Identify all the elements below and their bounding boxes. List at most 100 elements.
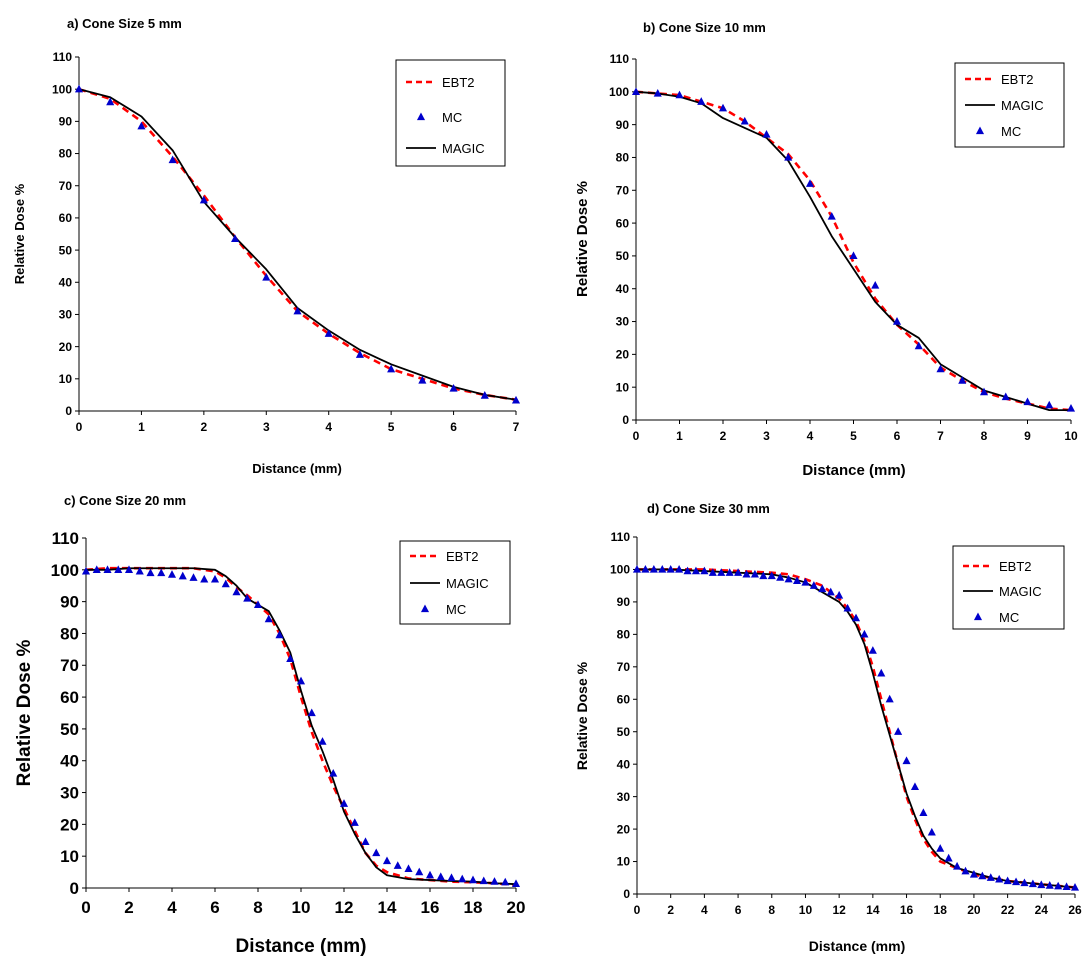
x-tick-label: 0 xyxy=(81,898,90,917)
y-tick-label: 20 xyxy=(59,340,73,354)
mc-data-point xyxy=(978,871,987,880)
y-tick-label: 40 xyxy=(59,275,73,289)
y-tick-label: 30 xyxy=(60,783,79,802)
x-tick-label: 5 xyxy=(850,429,857,443)
mc-data-point xyxy=(307,708,316,717)
chart-legend: EBT2 MAGIC MC xyxy=(399,540,511,625)
mc-data-point xyxy=(740,116,749,125)
mc-data-point xyxy=(275,630,284,639)
mc-data-point xyxy=(632,564,642,573)
x-tick-label: 6 xyxy=(450,420,457,434)
legend-label: MAGIC xyxy=(442,141,485,156)
mc-data-point xyxy=(436,872,445,881)
x-tick-label: 3 xyxy=(263,420,270,434)
mc-data-point xyxy=(658,564,667,573)
y-tick-label: 80 xyxy=(616,151,630,165)
mc-data-point xyxy=(631,87,641,95)
y-tick-label: 60 xyxy=(616,216,630,230)
mc-data-point xyxy=(1023,397,1032,406)
mc-data-point xyxy=(919,808,928,817)
mc-data-point xyxy=(415,867,424,876)
mc-data-point xyxy=(221,579,230,588)
mc-data-point xyxy=(114,565,123,573)
mc-data-point xyxy=(135,566,144,575)
y-tick-label: 100 xyxy=(51,561,79,580)
mc-data-point xyxy=(418,375,427,384)
x-tick-label: 10 xyxy=(292,898,311,917)
mc-data-point xyxy=(293,306,302,315)
legend-label: MC xyxy=(1001,124,1021,139)
mc-data-point xyxy=(361,837,370,846)
mc-data-point xyxy=(759,571,768,580)
y-tick-label: 50 xyxy=(60,720,79,739)
mc-data-point xyxy=(243,593,252,602)
mc-data-point xyxy=(157,568,166,577)
mc-data-point xyxy=(200,574,209,583)
mc-data-point xyxy=(666,564,675,573)
mc-data-point xyxy=(892,317,902,325)
x-tick-label: 8 xyxy=(981,429,988,443)
mc-data-point xyxy=(253,600,263,608)
y-tick-label: 20 xyxy=(60,815,79,834)
x-tick-label: 4 xyxy=(807,429,814,443)
x-tick-label: 4 xyxy=(701,903,708,917)
chart-panel-3: c) Cone Size 20 mm0102030405060708090100… xyxy=(14,493,525,956)
x-axis-label: Distance (mm) xyxy=(802,462,905,479)
x-tick-label: 10 xyxy=(799,903,813,917)
mc-data-point xyxy=(944,853,953,862)
mc-data-point xyxy=(1028,879,1037,888)
mc-data-point xyxy=(877,668,886,677)
mc-data-point xyxy=(339,799,349,807)
mc-data-point xyxy=(1045,400,1054,409)
legend-label: MC xyxy=(442,110,462,125)
chart-legend: EBT2 MAGIC MC xyxy=(952,545,1065,630)
mc-data-point xyxy=(425,870,435,879)
x-tick-label: 12 xyxy=(832,903,846,917)
mc-data-point xyxy=(750,569,759,578)
legend-marker-mc xyxy=(416,112,426,121)
mc-data-point xyxy=(511,395,521,404)
mc-data-point xyxy=(447,873,456,881)
mc-data-point xyxy=(480,391,489,399)
x-tick-label: 14 xyxy=(378,898,397,917)
y-tick-label: 50 xyxy=(617,725,631,739)
y-tick-label: 0 xyxy=(622,413,629,427)
x-tick-label: 1 xyxy=(138,420,145,434)
mc-data-point xyxy=(885,694,894,703)
y-tick-label: 80 xyxy=(60,624,79,643)
y-tick-label: 40 xyxy=(616,282,630,296)
x-tick-label: 0 xyxy=(76,420,83,434)
y-tick-label: 70 xyxy=(60,656,79,675)
x-tick-label: 8 xyxy=(768,903,775,917)
mc-data-point xyxy=(914,341,923,350)
y-axis-label: Relative Dose % xyxy=(574,661,590,770)
mc-data-point xyxy=(936,844,945,852)
mc-data-point xyxy=(178,571,187,580)
x-tick-label: 2 xyxy=(201,420,208,434)
mc-data-point xyxy=(649,564,658,573)
mc-data-point xyxy=(296,676,306,685)
x-tick-label: 3 xyxy=(763,429,770,443)
mc-data-point xyxy=(700,566,709,575)
y-tick-label: 70 xyxy=(617,660,631,674)
y-tick-label: 110 xyxy=(611,530,631,544)
mc-data-point xyxy=(137,121,146,130)
x-tick-label: 10 xyxy=(1064,429,1078,443)
magic-series-line xyxy=(86,567,517,886)
y-tick-label: 100 xyxy=(609,85,629,99)
mc-data-point xyxy=(792,576,802,584)
mc-data-point xyxy=(231,234,240,242)
y-tick-label: 30 xyxy=(616,315,630,329)
mc-data-point xyxy=(958,376,967,384)
legend-label: MAGIC xyxy=(999,584,1042,599)
legend-marker-mc xyxy=(973,612,983,621)
mc-data-point xyxy=(382,856,392,865)
mc-data-point xyxy=(708,568,717,576)
mc-data-point xyxy=(146,568,155,577)
chart-panel-2: b) Cone Size 10 mm0102030405060708090100… xyxy=(574,20,1078,479)
x-axis-label: Distance (mm) xyxy=(252,461,342,476)
legend-label: EBT2 xyxy=(1001,72,1034,87)
x-tick-label: 6 xyxy=(735,903,742,917)
y-tick-label: 100 xyxy=(610,563,630,577)
